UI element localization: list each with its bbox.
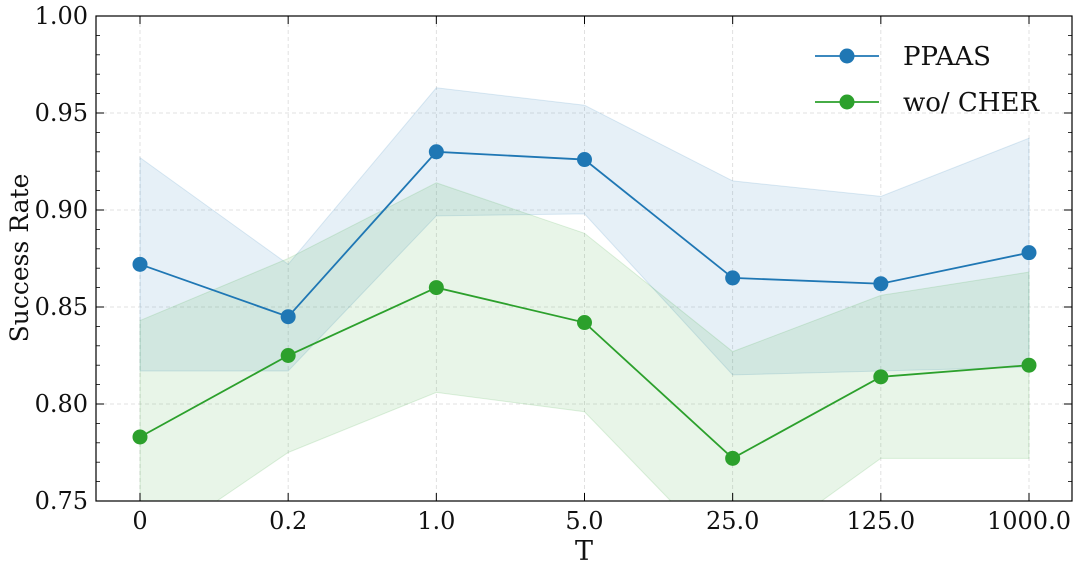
legend-label: wo/ CHER <box>903 88 1040 118</box>
axis-ticks <box>96 15 1072 502</box>
y-tick-labels: 0.75 0.80 0.85 0.90 0.95 1.00 <box>35 2 88 515</box>
data-point <box>1021 245 1037 261</box>
data-point <box>428 280 444 296</box>
y-tick-label: 0.80 <box>35 390 88 418</box>
data-point <box>873 369 889 385</box>
series-band-1 <box>139 182 1030 501</box>
y-tick-label: 1.00 <box>35 2 88 30</box>
x-axis-label: T <box>575 536 593 567</box>
data-point <box>132 256 148 272</box>
data-point <box>873 276 889 292</box>
y-tick-label: 0.90 <box>35 196 88 224</box>
data-point <box>132 429 148 445</box>
legend: PPAAS wo/ CHER <box>815 42 1040 118</box>
legend-label: PPAAS <box>903 42 991 72</box>
data-point <box>577 152 592 168</box>
data-point <box>280 309 296 325</box>
y-axis-label: Success Rate <box>5 174 34 343</box>
confidence-bands <box>139 87 1030 501</box>
grid-lines <box>96 15 1072 502</box>
x-tick-label: 0 <box>132 507 147 535</box>
x-tick-label: 1000.0 <box>987 507 1071 535</box>
legend-marker <box>839 48 855 64</box>
x-tick-label: 25.0 <box>706 507 759 535</box>
x-tick-label: 5.0 <box>565 507 603 535</box>
y-tick-label: 0.95 <box>35 99 88 127</box>
data-point <box>428 144 444 160</box>
x-tick-label: 0.2 <box>269 507 307 535</box>
x-tick-label: 125.0 <box>846 507 915 535</box>
data-point <box>1021 357 1037 373</box>
legend-marker <box>839 94 855 110</box>
data-point <box>577 315 592 331</box>
series-lines <box>132 144 1037 466</box>
x-tick-label: 1.0 <box>417 507 455 535</box>
data-point <box>725 450 741 466</box>
y-tick-label: 0.85 <box>35 293 88 321</box>
y-tick-label: 0.75 <box>35 487 88 515</box>
x-tick-labels: 0 0.2 1.0 5.0 25.0 125.0 1000.0 <box>132 507 1071 535</box>
data-point <box>280 348 296 363</box>
data-point <box>725 270 741 286</box>
